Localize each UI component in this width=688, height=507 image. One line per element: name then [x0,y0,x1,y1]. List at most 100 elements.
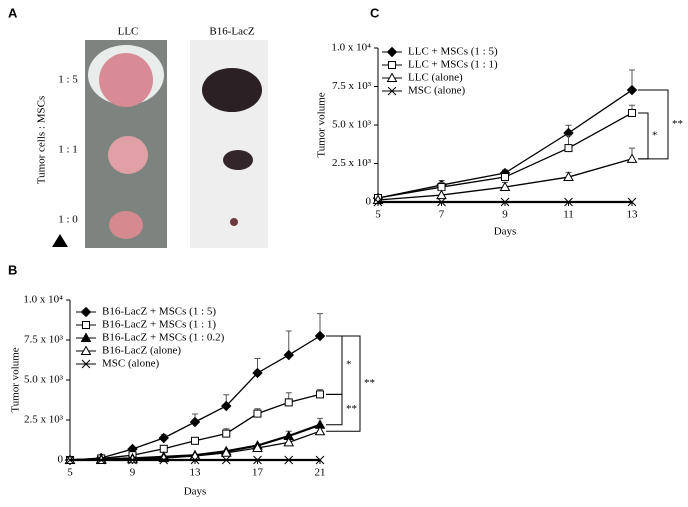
x-tick-label: 9 [130,467,136,479]
marker [499,181,511,192]
marker [82,321,90,329]
annotation: ** [364,377,375,389]
marker [436,189,447,200]
marker [628,108,636,117]
bracket [326,335,343,395]
tumor [202,68,262,112]
marker [221,455,231,465]
panel-label: B [8,262,17,277]
x-tick-label: 5 [67,467,73,479]
x-tick-label: 21 [315,467,326,479]
marker [80,345,92,355]
y-tick-label: 5.0 x 10³ [24,374,64,386]
tumor [109,211,143,239]
tumor [99,53,153,107]
x-axis-label: Days [184,486,207,498]
marker [316,390,324,399]
marker [564,144,573,153]
x-tick-label: 11 [563,209,574,221]
x-tick-label: 7 [439,209,445,221]
row-label: 1 : 1 [58,144,78,156]
x-tick-label: 9 [502,209,508,221]
legend-label: B16-LacZ + MSCs (1 : 0.2) [102,332,225,344]
marker [284,398,293,407]
marker [388,61,396,69]
marker [627,197,637,207]
y-tick-label: 0 [366,196,372,208]
chart: C 0 2.5 x 10³ 5.0 x 10³ 7.5 x 10³ 1.0 x 10⁴ 5 7… [316,5,683,237]
marker [387,86,397,96]
marker [158,432,169,444]
marker [190,455,200,465]
legend-label: LLC + MSCs (1 : 1) [408,59,498,71]
x-tick-label: 5 [375,209,381,221]
y-tick-label: 2.5 x 10³ [332,157,372,169]
panel-label: C [370,5,380,20]
x-axis-label: Days [494,226,517,238]
marker [252,442,263,452]
marker [191,436,199,445]
marker [252,367,263,379]
marker [314,425,326,436]
marker [283,349,294,361]
column-label: B16-LacZ [209,26,254,38]
tumor [230,218,238,226]
y-tick-label: 0 [58,454,64,466]
marker [80,306,92,318]
marker [159,444,168,453]
marker [80,332,92,342]
marker [81,359,91,369]
y-axis-label: Tumor volume [316,92,328,157]
marker [437,197,446,207]
marker [563,171,574,182]
marker [96,455,106,465]
marker [315,455,325,465]
legend-label: MSC (alone) [408,85,465,97]
bracket [326,335,361,432]
marker [564,197,573,207]
arrow-head [52,234,68,247]
marker [253,455,262,465]
legend-label: B16-LacZ + MSCs (1 : 1) [102,319,216,331]
x-tick-label: 13 [190,467,202,479]
marker [314,330,326,342]
legend-label: B16-LacZ (alone) [102,345,181,357]
marker [500,197,510,207]
x-tick-label: 17 [252,467,264,479]
marker [386,72,398,82]
chart: B 0 2.5 x 10³ 5.0 x 10³ 7.5 x 10³ 1.0 x 10⁴ 5 9… [8,262,375,497]
bracket [326,393,343,426]
annotation: ** [672,118,683,130]
marker [386,46,398,58]
legend-label: MSC (alone) [102,358,159,370]
y-tick-label: 5.0 x 10³ [332,119,372,131]
marker [253,409,262,418]
marker [626,153,638,163]
marker [220,447,232,457]
row-label: 1 : 5 [58,74,78,86]
annotation: * [346,359,352,371]
legend-label: LLC + MSCs (1 : 5) [408,46,498,58]
y-tick-label: 7.5 x 10³ [24,334,64,346]
tumor [108,136,148,174]
marker [159,455,169,465]
marker [626,84,638,96]
panel-a: A LLC B16-LacZ Tumor cells : MSCs 1 : 5 … [8,5,268,248]
y-tick-label: 7.5 x 10³ [332,80,372,92]
y-tick-label: 1.0 x 10⁴ [23,294,63,306]
legend-label: B16-LacZ + MSCs (1 : 5) [102,306,216,318]
marker [373,197,383,207]
legend-label: LLC (alone) [408,72,463,84]
bracket [638,89,669,160]
marker [65,455,75,465]
tumor [223,150,253,170]
y-tick-label: 1.0 x 10⁴ [331,42,371,54]
marker [437,183,446,192]
marker [284,455,294,465]
y-tick-label: 2.5 x 10³ [24,414,64,426]
x-tick-label: 13 [627,209,639,221]
bracket [638,112,649,160]
row-title: Tumor cells : MSCs [36,96,48,185]
annotation: * [652,129,658,141]
